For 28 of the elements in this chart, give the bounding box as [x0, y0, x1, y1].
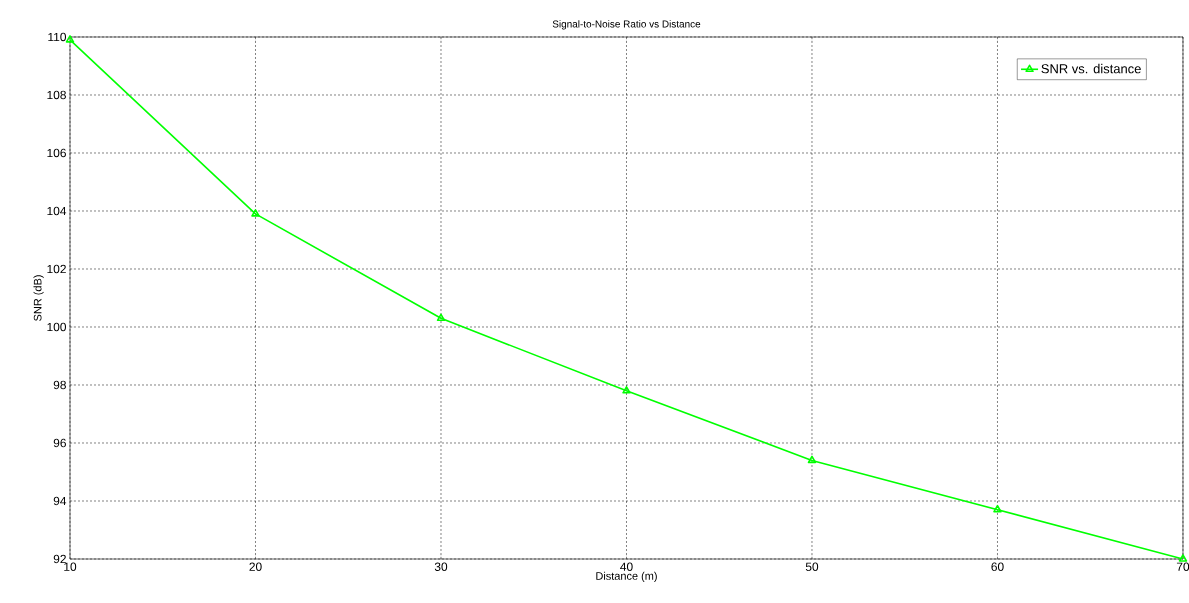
y-tick-label: 96 [53, 438, 66, 448]
point [1178, 554, 1188, 562]
y-tick-label: 106 [47, 148, 66, 158]
x-tick-label: 60 [991, 562, 1004, 571]
point [993, 504, 1002, 513]
x-tick-label: 20 [249, 562, 262, 571]
y-tick-label: 110 [48, 32, 67, 42]
point [251, 209, 260, 217]
point [436, 313, 446, 322]
legend-label: SNR vs. distance [1041, 63, 1141, 74]
x-tick-label: 50 [805, 562, 819, 571]
point [65, 35, 75, 43]
point [807, 455, 817, 464]
y-axis-title: SNR (dB) [33, 275, 44, 321]
y-tick-label: 98 [53, 380, 66, 390]
chart-title: Signal-to-Noise Ratio vs Distance [552, 20, 701, 30]
y-tick-label: 104 [47, 206, 67, 216]
x-tick-label: 40 [620, 562, 633, 571]
y-tick-label: 102 [47, 264, 66, 274]
x-tick-label: 30 [434, 562, 448, 571]
x-axis-title: Distance (m) [596, 571, 657, 583]
y-tick-label: 94 [53, 496, 67, 506]
point [622, 386, 631, 394]
y-tick-label: 92 [53, 554, 66, 564]
x-tick-label: 10 [64, 562, 77, 571]
x-tick-label: 70 [1176, 562, 1189, 571]
y-tick-label: 100 [47, 322, 67, 332]
y-tick-label: 108 [47, 90, 66, 100]
